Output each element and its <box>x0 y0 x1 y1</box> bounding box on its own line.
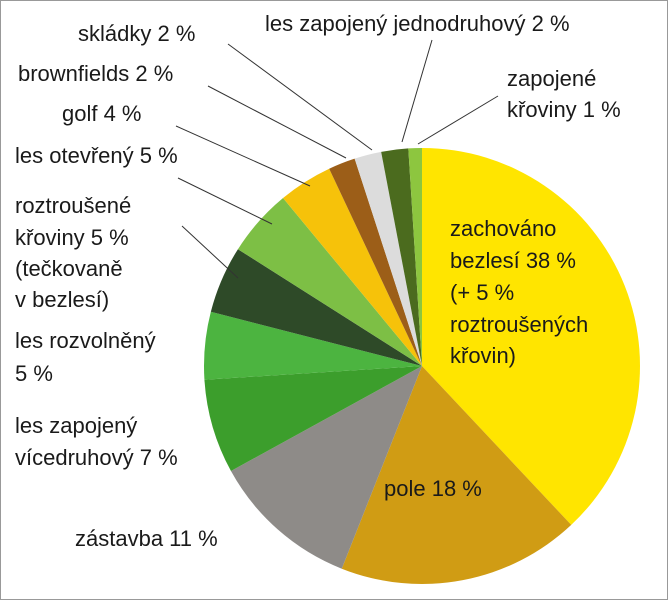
slice-label: zapojené <box>507 66 596 91</box>
pie-slice <box>354 151 422 366</box>
slice-label: skládky 2 % <box>78 21 195 46</box>
slice-label: křovin) <box>450 343 516 368</box>
slice-label: pole 18 % <box>384 476 482 501</box>
slice-label: (tečkovaně <box>15 256 123 281</box>
slice-label: roztroušených <box>450 312 588 337</box>
pie-slice <box>408 148 422 366</box>
slice-label: roztroušené <box>15 193 131 218</box>
pie-slice <box>283 168 422 366</box>
pie-slice <box>204 366 422 472</box>
leader-line <box>181 225 239 279</box>
slice-label: les zapojený <box>15 413 137 438</box>
slice-label: 5 % <box>15 361 53 386</box>
pie-slice <box>230 366 422 569</box>
pie-slice <box>329 158 422 366</box>
pie-slice <box>210 249 422 366</box>
pie <box>204 148 640 584</box>
leader-line <box>417 95 499 145</box>
pie-slice <box>381 148 422 366</box>
slice-label: zachováno <box>450 216 556 241</box>
slice-label: les zapojený jednodruhový 2 % <box>265 11 570 36</box>
pie-slice <box>341 366 572 584</box>
leader-line <box>177 177 273 225</box>
slice-label: les otevřený 5 % <box>15 143 178 168</box>
leader-line <box>227 43 373 151</box>
slice-label: křoviny 5 % <box>15 225 129 250</box>
leader-line <box>401 39 433 143</box>
leader-line <box>207 85 347 159</box>
leader-lines <box>175 39 499 279</box>
slice-label: křoviny 1 % <box>507 97 621 122</box>
slice-label: vícedruhový 7 % <box>15 445 178 470</box>
slice-label: golf 4 % <box>62 101 142 126</box>
slice-label: zástavba 11 % <box>75 526 218 551</box>
pie-slice <box>237 198 422 366</box>
slice-label: v bezlesí) <box>15 287 109 312</box>
pie-slice <box>204 311 422 380</box>
slice-label: les rozvolněný <box>15 328 156 353</box>
labels: zachováno bezlesí 38 % (+ 5 % roztroušen… <box>15 11 621 551</box>
leader-line <box>175 125 311 187</box>
slice-label: bezlesí 38 % <box>450 248 576 273</box>
slice-label: (+ 5 % <box>450 280 514 305</box>
slice-label: brownfields 2 % <box>18 61 173 86</box>
pie-slice <box>422 148 640 525</box>
